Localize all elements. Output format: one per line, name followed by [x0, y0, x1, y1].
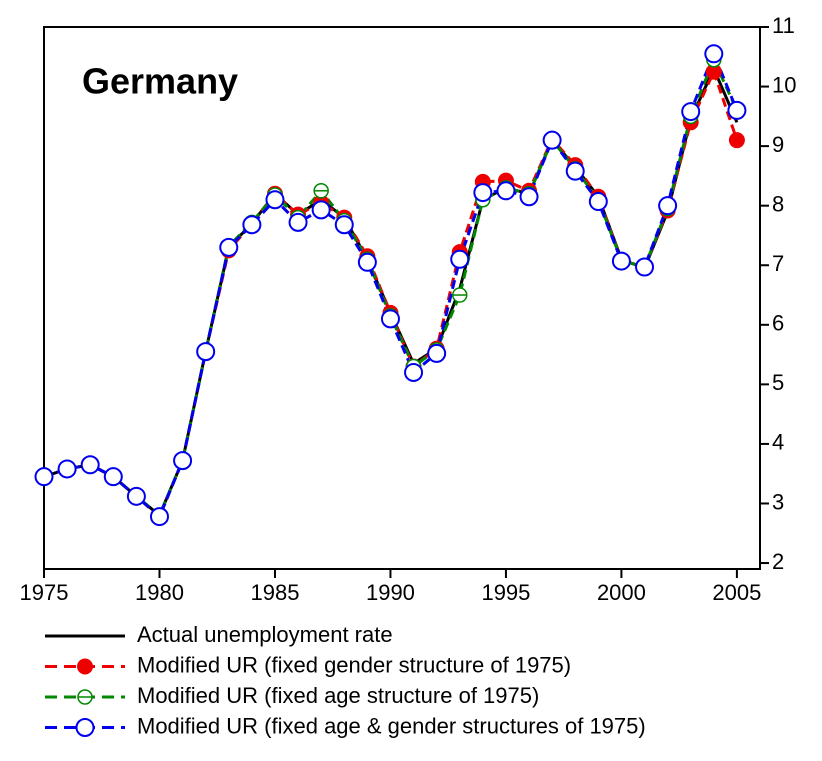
y-tick-label: 7: [772, 251, 784, 276]
point: [334, 215, 354, 235]
point: [77, 689, 93, 705]
point: [103, 467, 123, 487]
point: [265, 190, 285, 210]
point: [611, 251, 631, 271]
series-line: [43, 67, 739, 520]
point: [34, 467, 54, 487]
point: [496, 181, 516, 201]
x-tick-label: 1980: [135, 580, 184, 605]
point: [196, 342, 216, 362]
point: [450, 249, 470, 269]
point: [427, 343, 447, 363]
legend-label: Modified UR (fixed age & gender structur…: [137, 713, 646, 738]
x-tick-label: 1985: [250, 580, 299, 605]
point: [126, 486, 146, 506]
point: [173, 451, 193, 471]
y-tick-label: 11: [772, 13, 795, 38]
point: [658, 196, 678, 216]
point: [77, 658, 93, 675]
legend-label: Actual unemployment rate: [137, 622, 393, 647]
y-tick-label: 6: [772, 311, 784, 336]
y-tick-label: 10: [772, 72, 796, 97]
series-line: [43, 64, 739, 518]
series-line: [43, 55, 739, 518]
point: [313, 183, 329, 199]
point: [75, 718, 95, 737]
point: [219, 237, 239, 257]
point: [565, 161, 585, 181]
point: [149, 507, 169, 527]
series-line: [43, 49, 739, 520]
point: [242, 215, 262, 235]
point: [311, 200, 331, 220]
chart-title: Germany: [82, 61, 238, 102]
legend-label: Modified UR (fixed age structure of 1975…: [137, 683, 539, 708]
point: [57, 459, 77, 479]
point: [404, 362, 424, 382]
point: [727, 100, 747, 120]
y-tick-label: 8: [772, 191, 784, 216]
x-tick-label: 1990: [366, 580, 415, 605]
y-tick-label: 9: [772, 132, 784, 157]
legend-label: Modified UR (fixed gender structure of 1…: [137, 652, 571, 677]
point: [288, 212, 308, 232]
point: [681, 102, 701, 122]
point: [705, 63, 722, 80]
y-tick-label: 3: [772, 489, 784, 514]
y-tick-label: 4: [772, 430, 784, 455]
y-tick-label: 2: [772, 549, 784, 574]
point: [473, 183, 493, 203]
y-tick-label: 5: [772, 370, 784, 395]
point: [635, 257, 655, 277]
plot-frame: [43, 26, 761, 570]
point: [80, 455, 100, 475]
point: [728, 132, 745, 149]
point: [542, 130, 562, 150]
point: [588, 192, 608, 212]
x-tick-label: 1995: [481, 580, 530, 605]
point: [357, 252, 377, 272]
point: [451, 287, 468, 303]
point: [380, 309, 400, 329]
point: [704, 44, 724, 64]
x-tick-label: 2000: [597, 580, 646, 605]
x-tick-label: 2005: [712, 580, 761, 605]
point: [519, 187, 539, 207]
x-tick-label: 1975: [20, 580, 69, 605]
